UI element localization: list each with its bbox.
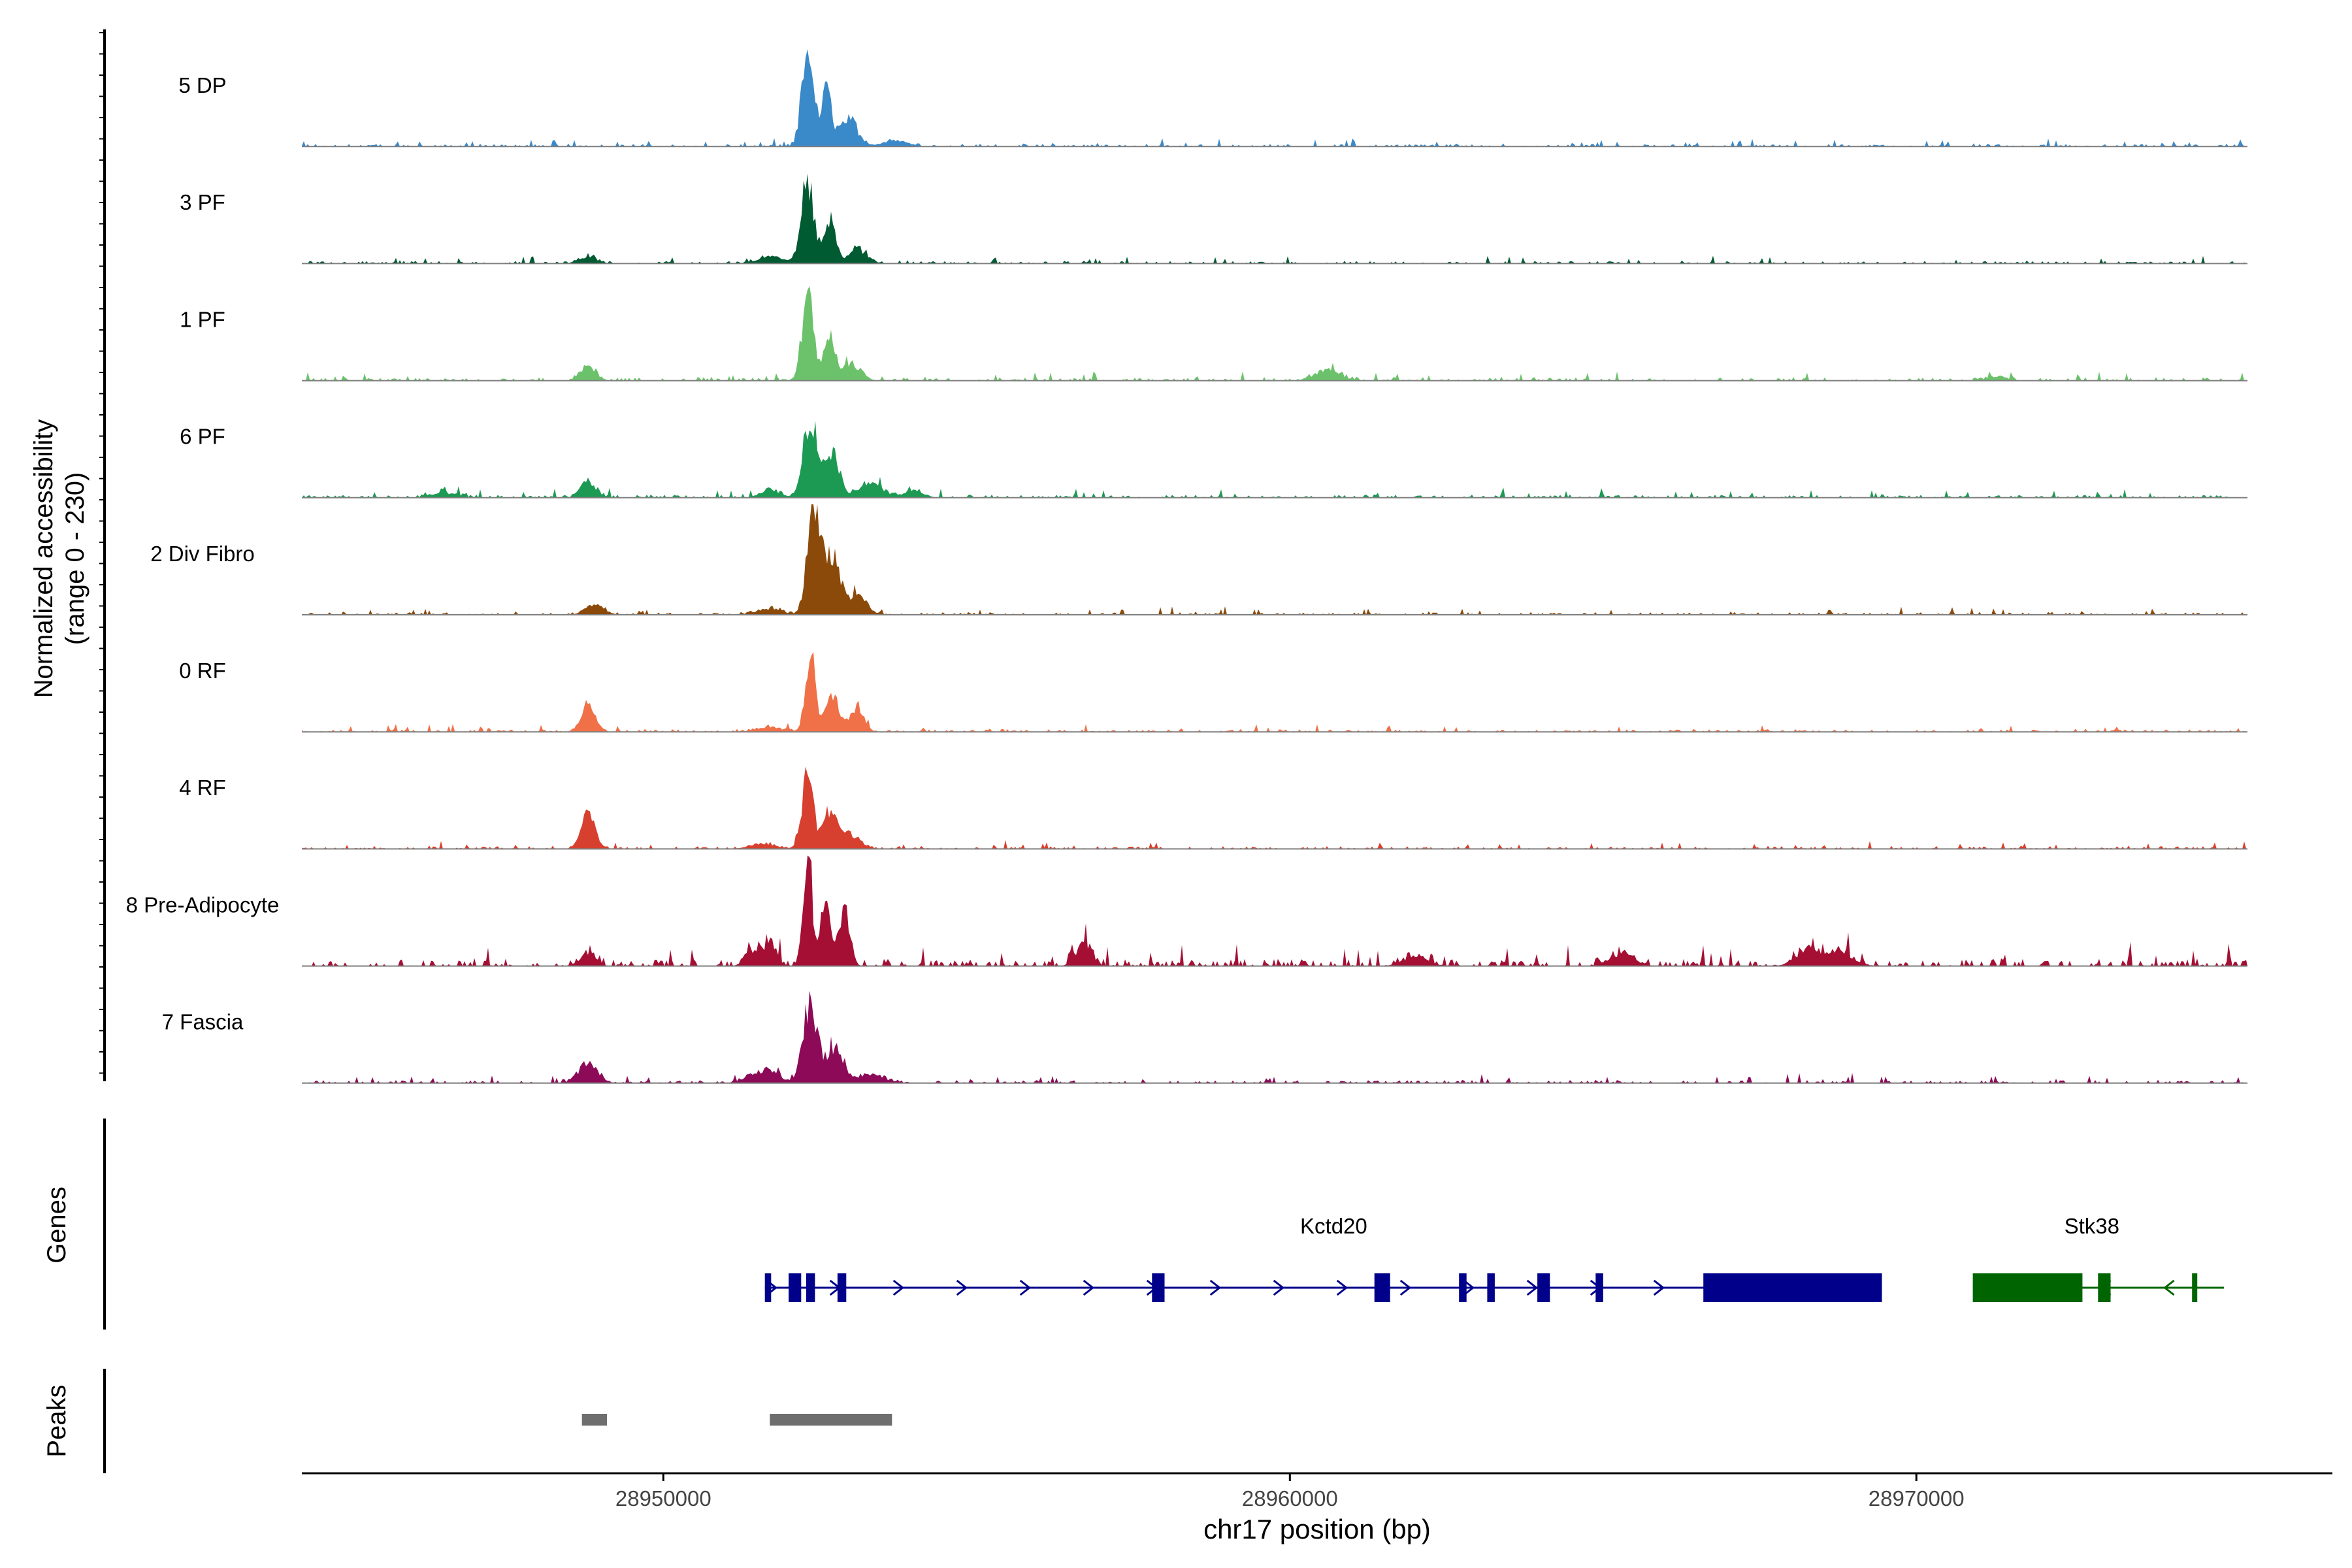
- exon: [2192, 1273, 2198, 1302]
- gene-models: Kctd20 Stk38: [764, 1214, 2224, 1302]
- exon: [1374, 1273, 1390, 1302]
- track-label: 5 DP: [178, 73, 226, 97]
- y-axis-title-line1: Normalized accessibility: [29, 419, 58, 698]
- exon: [1152, 1273, 1165, 1302]
- strand-chevron: [2163, 1279, 2175, 1296]
- exon: [2098, 1273, 2111, 1302]
- coverage-y-ticks: [99, 32, 105, 1074]
- strand-chevron: [892, 1279, 905, 1296]
- x-tick-label: 28950000: [615, 1486, 711, 1511]
- strand-chevron: [1209, 1279, 1222, 1296]
- track-label: 4 RF: [179, 776, 226, 800]
- x-axis-title: chr17 position (bp): [1203, 1514, 1431, 1544]
- coverage-area: [302, 173, 2247, 264]
- track-label: 8 Pre-Adipocyte: [126, 892, 280, 917]
- exon: [1487, 1273, 1495, 1302]
- y-axis-title: Normalized accessibility (range 0 - 230): [29, 419, 90, 698]
- exon: [1972, 1273, 2083, 1302]
- track-label: 3 PF: [180, 190, 225, 214]
- track-1-pf: 1 PF: [180, 286, 2247, 382]
- coverage-area: [302, 49, 2247, 147]
- peak-region: [770, 1414, 892, 1426]
- gene-kctd20: Kctd20: [764, 1214, 1882, 1302]
- exon: [1459, 1273, 1467, 1302]
- strand-chevron: [1083, 1279, 1095, 1296]
- strand-chevron: [1019, 1279, 1032, 1296]
- x-tick-label: 28970000: [1869, 1486, 1965, 1511]
- genes-track-title: Genes: [42, 1186, 71, 1264]
- coverage-area: [302, 990, 2247, 1083]
- strand-chevron: [1653, 1279, 1665, 1296]
- coverage-area: [302, 504, 2247, 615]
- coverage-tracks: 5 DP 3 PF 1 PF 6 PF 2 Div Fibro 0 RF 4 RF 8 Pre…: [126, 49, 2247, 1084]
- gene-label: Stk38: [2065, 1214, 2119, 1238]
- strand-chevron: [1273, 1279, 1285, 1296]
- coverage-area: [302, 652, 2247, 732]
- track-label: 1 PF: [180, 307, 225, 331]
- track-7-fascia: 7 Fascia: [162, 990, 2247, 1084]
- peaks-track-title: Peaks: [42, 1384, 71, 1457]
- track-4-rf: 4 RF: [179, 766, 2247, 850]
- exon: [1703, 1273, 1882, 1302]
- track-0-rf: 0 RF: [179, 652, 2247, 733]
- x-axis-ticks: 28950000 28960000 28970000: [615, 1473, 1965, 1511]
- exon: [837, 1273, 847, 1302]
- strand-chevron: [1526, 1279, 1539, 1296]
- track-6-pf: 6 PF: [180, 421, 2247, 498]
- peak-regions: [581, 1414, 892, 1426]
- y-axis-title-line2: (range 0 - 230): [61, 472, 90, 645]
- exon: [806, 1273, 815, 1302]
- gene-label: Kctd20: [1300, 1214, 1367, 1238]
- track-label: 7 Fascia: [162, 1010, 244, 1034]
- coverage-area: [302, 421, 2247, 498]
- track-label: 0 RF: [179, 659, 226, 683]
- strand-chevron: [1399, 1279, 1412, 1296]
- gene-stk38: Stk38: [1972, 1214, 2224, 1302]
- exon: [764, 1273, 772, 1302]
- exon: [1595, 1273, 1603, 1302]
- coverage-area: [302, 766, 2247, 849]
- coverage-area: [302, 286, 2247, 381]
- track-label: 6 PF: [180, 425, 225, 449]
- track-3-pf: 3 PF: [180, 173, 2247, 265]
- coverage-area: [302, 855, 2247, 966]
- strand-chevron: [1336, 1279, 1348, 1296]
- peak-region: [581, 1414, 608, 1426]
- strand-chevron: [956, 1279, 968, 1296]
- exon: [1537, 1273, 1550, 1302]
- x-tick-label: 28960000: [1242, 1486, 1338, 1511]
- track-8-pre-adipocyte: 8 Pre-Adipocyte: [126, 855, 2247, 967]
- track-2-div-fibro: 2 Div Fibro: [150, 504, 2247, 615]
- peaks-track-label: Peaks: [42, 1384, 71, 1457]
- exon: [789, 1273, 802, 1302]
- track-label: 2 Div Fibro: [150, 542, 255, 566]
- strand-chevron: [1463, 1279, 1475, 1296]
- track-5-dp: 5 DP: [178, 49, 2247, 148]
- genes-track-label: Genes: [42, 1186, 71, 1264]
